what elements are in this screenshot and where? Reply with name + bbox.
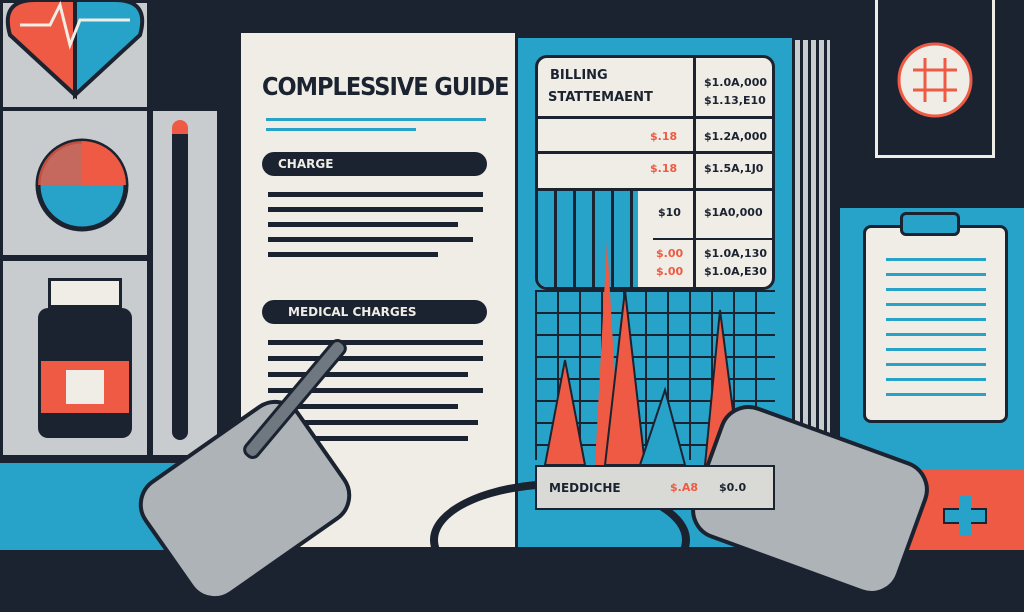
header-amount: $1.13,E10 [704, 94, 766, 107]
clipboard-icon [863, 225, 1008, 423]
peaks-graphic [543, 240, 742, 465]
text-line [268, 192, 483, 197]
cross-icon [66, 370, 104, 404]
text-line [268, 388, 483, 393]
row-charge: $.00 [656, 265, 684, 278]
statement-title-2: STATTEMAENT [548, 90, 653, 105]
row-charge: $.18 [650, 130, 678, 143]
row-amount: $1.5A,1J0 [704, 162, 764, 175]
bottle-cap [48, 278, 122, 308]
text-line [268, 404, 458, 409]
header-amount: $1.0A,000 [704, 76, 767, 89]
section-charge: CHARGE [262, 152, 487, 176]
globe-frame [875, 0, 995, 158]
row-charge: $10 [658, 206, 681, 219]
plus-icon-vertical [959, 496, 971, 536]
guide-title: COMPLESSIVE GUIDE [262, 72, 510, 101]
text-line [268, 237, 473, 242]
row-amount: $1A0,000 [704, 206, 763, 219]
clipboard-clip [900, 212, 960, 236]
heart-pulse-icon [5, 0, 145, 100]
text-line [268, 207, 483, 212]
text-line [268, 372, 468, 377]
text-line [268, 420, 478, 425]
text-line [268, 340, 483, 345]
text-line [268, 436, 468, 441]
pill-plate-icon [35, 138, 129, 232]
book-edges [795, 40, 830, 460]
footer-charge: $.A8 [670, 481, 698, 494]
title-underline-2 [266, 128, 416, 131]
text-line [268, 252, 438, 257]
globe-icon [897, 42, 973, 118]
row-charge: $.18 [650, 162, 678, 175]
row-amount: $1.2A,000 [704, 130, 767, 143]
row-amount: $1.0A,E30 [704, 265, 767, 278]
title-underline [266, 118, 486, 121]
pen-icon [172, 120, 188, 440]
text-line [268, 356, 483, 361]
section-medical-charges: MEDICAL CHARGES [262, 300, 487, 324]
text-line [268, 222, 458, 227]
statement-title: BILLING [550, 68, 608, 83]
billing-statement-table: BILLING STATTEMAENT $1.0A,000 $1.13,E10 … [535, 55, 775, 290]
row-charge: $.00 [656, 247, 684, 260]
blue-bars [538, 191, 638, 287]
footer-amount: $0.0 [717, 481, 749, 494]
footer-label: MEDDICHE [549, 481, 621, 495]
row-amount: $1.0A,130 [704, 247, 767, 260]
statement-footer: MEDDICHE $.A8 $0.0 [535, 465, 775, 510]
